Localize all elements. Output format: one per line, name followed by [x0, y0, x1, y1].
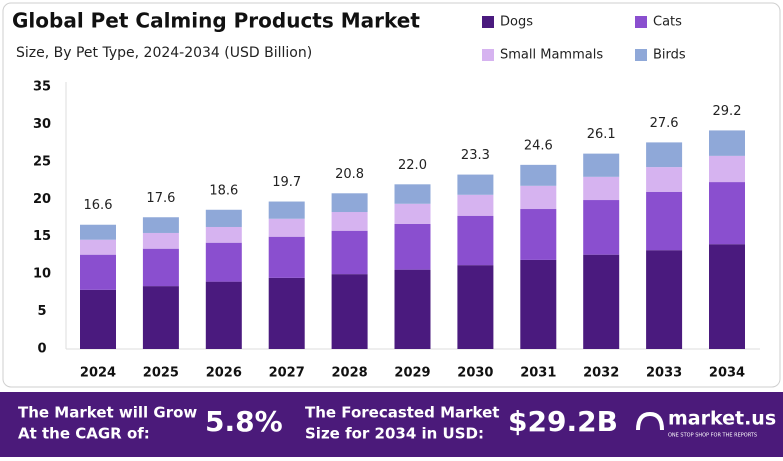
bar-segment [646, 167, 683, 192]
y-tick-label: 10 [33, 267, 51, 282]
x-tick-label: 2032 [583, 366, 619, 381]
total-label: 20.8 [335, 167, 364, 182]
bar-segment [205, 226, 242, 243]
bar-segment [709, 155, 745, 183]
bar-segment [583, 153, 620, 177]
bar-segment [142, 286, 179, 349]
bar-segment [394, 223, 431, 270]
forecast-text: The Forecasted Market [305, 404, 499, 422]
legend-swatch [635, 49, 647, 61]
bar-segment [520, 209, 557, 260]
legend-swatch [635, 16, 647, 28]
legend-label: Cats [653, 15, 682, 30]
x-tick-label: 2024 [80, 366, 116, 381]
bar-segment [80, 289, 116, 349]
bar-segment [520, 185, 557, 210]
bar-segment [709, 182, 745, 245]
legend-label: Dogs [500, 15, 533, 30]
total-label: 16.6 [84, 198, 113, 213]
total-label: 29.2 [713, 104, 742, 119]
chart-title: Global Pet Calming Products Market [12, 9, 420, 33]
cagr-text: At the CAGR of: [18, 425, 150, 443]
total-label: 26.1 [587, 127, 616, 142]
cagr-text: The Market will Grow [18, 404, 197, 422]
bar-segment [646, 142, 683, 168]
x-tick-label: 2027 [269, 366, 305, 381]
x-tick-label: 2029 [394, 366, 430, 381]
footer-band [0, 392, 783, 457]
bar-segment [583, 254, 620, 349]
x-tick-label: 2028 [332, 366, 368, 381]
bar-segment [331, 193, 368, 213]
x-tick-label: 2034 [709, 366, 745, 381]
total-label: 22.0 [398, 158, 427, 173]
legend-swatch [482, 49, 494, 61]
bar-segment [583, 200, 620, 255]
y-tick-label: 35 [33, 80, 51, 95]
bar-segment [394, 184, 431, 204]
legend-swatch [482, 16, 494, 28]
legend-label: Birds [653, 48, 686, 63]
bar-segment [205, 281, 242, 349]
x-tick-label: 2033 [646, 366, 682, 381]
y-tick-label: 20 [33, 192, 51, 207]
bar-segment [80, 239, 116, 255]
bar-segment [646, 191, 683, 251]
bar-segment [520, 259, 557, 349]
y-tick-label: 15 [33, 229, 51, 244]
x-tick-label: 2025 [143, 366, 179, 381]
bar-segment [268, 236, 305, 278]
x-tick-label: 2026 [206, 366, 242, 381]
total-label: 19.7 [272, 175, 301, 190]
cagr-value: 5.8% [205, 405, 283, 438]
forecast-value: $29.2B [508, 405, 618, 438]
total-label: 18.6 [209, 183, 238, 198]
legend-label: Small Mammals [500, 48, 603, 63]
bar-segment [80, 254, 116, 290]
y-tick-label: 5 [37, 304, 46, 319]
y-tick-label: 0 [37, 342, 46, 357]
total-label: 23.3 [461, 148, 490, 163]
bar-segment [205, 242, 242, 282]
bar-segment [142, 232, 179, 249]
bar-segment [331, 230, 368, 275]
forecast-text: Size for 2034 in USD: [305, 425, 484, 443]
total-label: 27.6 [650, 116, 679, 131]
x-tick-label: 2031 [520, 366, 556, 381]
y-tick-label: 30 [33, 117, 51, 132]
bar-segment [268, 277, 305, 349]
y-tick-label: 25 [33, 154, 51, 169]
bar-segment [80, 224, 116, 240]
brand-name: market.us [668, 408, 776, 430]
bar-segment [457, 215, 494, 266]
bar-segment [142, 217, 179, 233]
bar-segment [268, 218, 305, 237]
chart-subtitle: Size, By Pet Type, 2024-2034 (USD Billio… [16, 45, 312, 61]
bar-segment [394, 203, 431, 224]
bar-segment [709, 244, 745, 349]
x-tick-label: 2030 [457, 366, 493, 381]
bar-segment [457, 265, 494, 349]
brand-logo [636, 411, 664, 431]
bar-segment [520, 164, 557, 186]
bar-segment [583, 176, 620, 201]
total-label: 24.6 [524, 138, 553, 153]
bar-segment [394, 269, 431, 349]
bar-segment [457, 194, 494, 216]
total-label: 17.6 [146, 191, 175, 206]
brand-tagline: ONE STOP SHOP FOR THE REPORTS [668, 433, 757, 439]
bar-segment [331, 212, 368, 231]
bar-segment [709, 130, 745, 156]
bar-segment [331, 274, 368, 349]
bar-segment [646, 250, 683, 349]
bar-segment [268, 201, 305, 219]
bar-segment [205, 209, 242, 227]
bar-segment [457, 174, 494, 195]
bar-segment [142, 248, 179, 287]
